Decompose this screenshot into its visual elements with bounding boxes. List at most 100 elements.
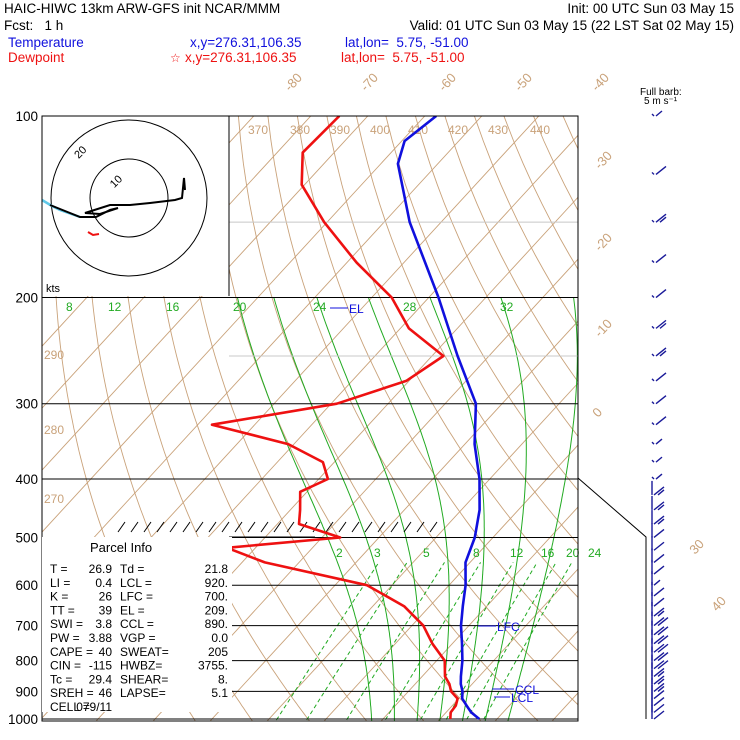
mixing-ratio-label: 2 [336, 546, 343, 560]
wind-barb [651, 495, 665, 511]
dewpoint-legend-label: Dewpoint [8, 50, 65, 65]
wind-barb [651, 372, 667, 382]
theta-label: 400 [370, 123, 390, 137]
barb-flag [655, 347, 667, 357]
pressure-tick-label: 700 [15, 619, 38, 634]
parcel-value: 40 [99, 645, 113, 659]
theta-label: 430 [488, 123, 508, 137]
wind-barb [651, 677, 665, 692]
wind-barb [651, 620, 669, 636]
barb-flag [657, 643, 669, 653]
barb-flag [653, 652, 665, 662]
dry-adiabat-line [237, 116, 539, 721]
mixing-ratio-label: 20 [566, 546, 580, 560]
parcel-value: 0.4 [95, 576, 112, 590]
pressure-tick-label: 300 [15, 397, 38, 412]
theta-label: 420 [448, 123, 468, 137]
barb-flag [655, 372, 667, 382]
moist-adiabat-line [316, 297, 421, 721]
temperature-legend-label: Temperature [8, 35, 84, 50]
pressure-tick-label: 200 [15, 291, 38, 306]
wind-barb [651, 548, 665, 563]
barb-flag [653, 703, 665, 713]
star-icon: ☆ [170, 51, 181, 65]
parcel-label: T = [50, 562, 67, 576]
parcel-label: VGP = [120, 631, 155, 645]
barb-staff [651, 401, 655, 405]
parcel-value: 079/11 [76, 700, 112, 714]
wind-barb [651, 254, 667, 264]
barb-half-flag [655, 456, 663, 463]
barb-staff [651, 295, 655, 299]
isotherm-line [551, 692, 578, 721]
wind-barb [651, 480, 665, 496]
stability-hatch [377, 521, 386, 533]
parcel-label: CELL = [50, 700, 90, 714]
barb-flag [653, 528, 665, 539]
barb-half-flag [655, 438, 663, 445]
isotherm-line [42, 116, 369, 471]
barb-flag [653, 675, 665, 685]
parcel-value: 920. [205, 576, 228, 590]
barb-flag [653, 682, 665, 692]
stability-hatch [403, 521, 412, 533]
moist-adiabat-line [507, 297, 578, 721]
moist-adiabat-line [236, 297, 373, 721]
wind-barbs [651, 110, 669, 720]
barb-flag [653, 587, 665, 597]
parcel-label: CIN = [50, 659, 81, 673]
isotherm-line [437, 568, 578, 721]
wind-barb [651, 602, 665, 617]
parcel-label: K = [50, 590, 68, 604]
isotherm-label: -30 [591, 148, 615, 172]
hodograph: 20 10 kts [41, 116, 230, 296]
parcel-label: LFC = [120, 590, 153, 604]
isotherm-label: 0 [589, 405, 605, 421]
isotherm-label: -70 [357, 70, 381, 94]
barb-half-flag [659, 216, 667, 223]
stability-hatch [182, 521, 191, 533]
moist-adiabat-line [367, 297, 450, 721]
mixing-ratio-label: 12 [510, 546, 524, 560]
hodograph-trace [49, 177, 186, 218]
parcel-value: 0.0 [211, 631, 228, 645]
barb-flag [655, 165, 667, 175]
barb-flag [653, 501, 665, 511]
isotherm-line [42, 116, 312, 409]
stability-hatch [247, 521, 256, 533]
barb-flag [653, 626, 665, 636]
wind-barb [651, 592, 665, 607]
barb-flag [657, 652, 669, 662]
mixing-ratio-line [465, 562, 557, 721]
barb-staff [651, 441, 655, 445]
level-label-el: EL [349, 302, 364, 316]
theta-label: 370 [248, 123, 268, 137]
parcel-label: EL = [120, 603, 145, 617]
barb-flag [657, 660, 669, 670]
dry-adiabat-line [609, 88, 740, 731]
barb-flag [653, 660, 665, 670]
barb-half-flag [659, 350, 667, 357]
wind-barb [651, 581, 665, 597]
wind-barb [651, 629, 669, 645]
parcel-label: Tc = [50, 672, 72, 686]
barb-flag [657, 626, 669, 636]
stability-hatch [416, 521, 425, 533]
dry-adiabat-line [666, 88, 740, 731]
theta-label: 380 [290, 123, 310, 137]
mixing-ratio-line [384, 562, 482, 721]
parcel-value: 5.1 [211, 686, 228, 700]
barb-flag [653, 667, 665, 677]
barb-half-flag [655, 110, 663, 117]
barb-staff [651, 459, 655, 463]
barb-flag [653, 697, 665, 707]
parcel-label: SREH = [50, 686, 94, 700]
wind-barb [651, 523, 665, 539]
barb-staff [651, 113, 655, 117]
parcel-value: 39 [99, 603, 113, 617]
wind-barb [651, 165, 667, 175]
full-barb-label: Full barb: [640, 87, 682, 98]
wind-barb [651, 473, 663, 480]
theta-label: 270 [44, 492, 64, 506]
